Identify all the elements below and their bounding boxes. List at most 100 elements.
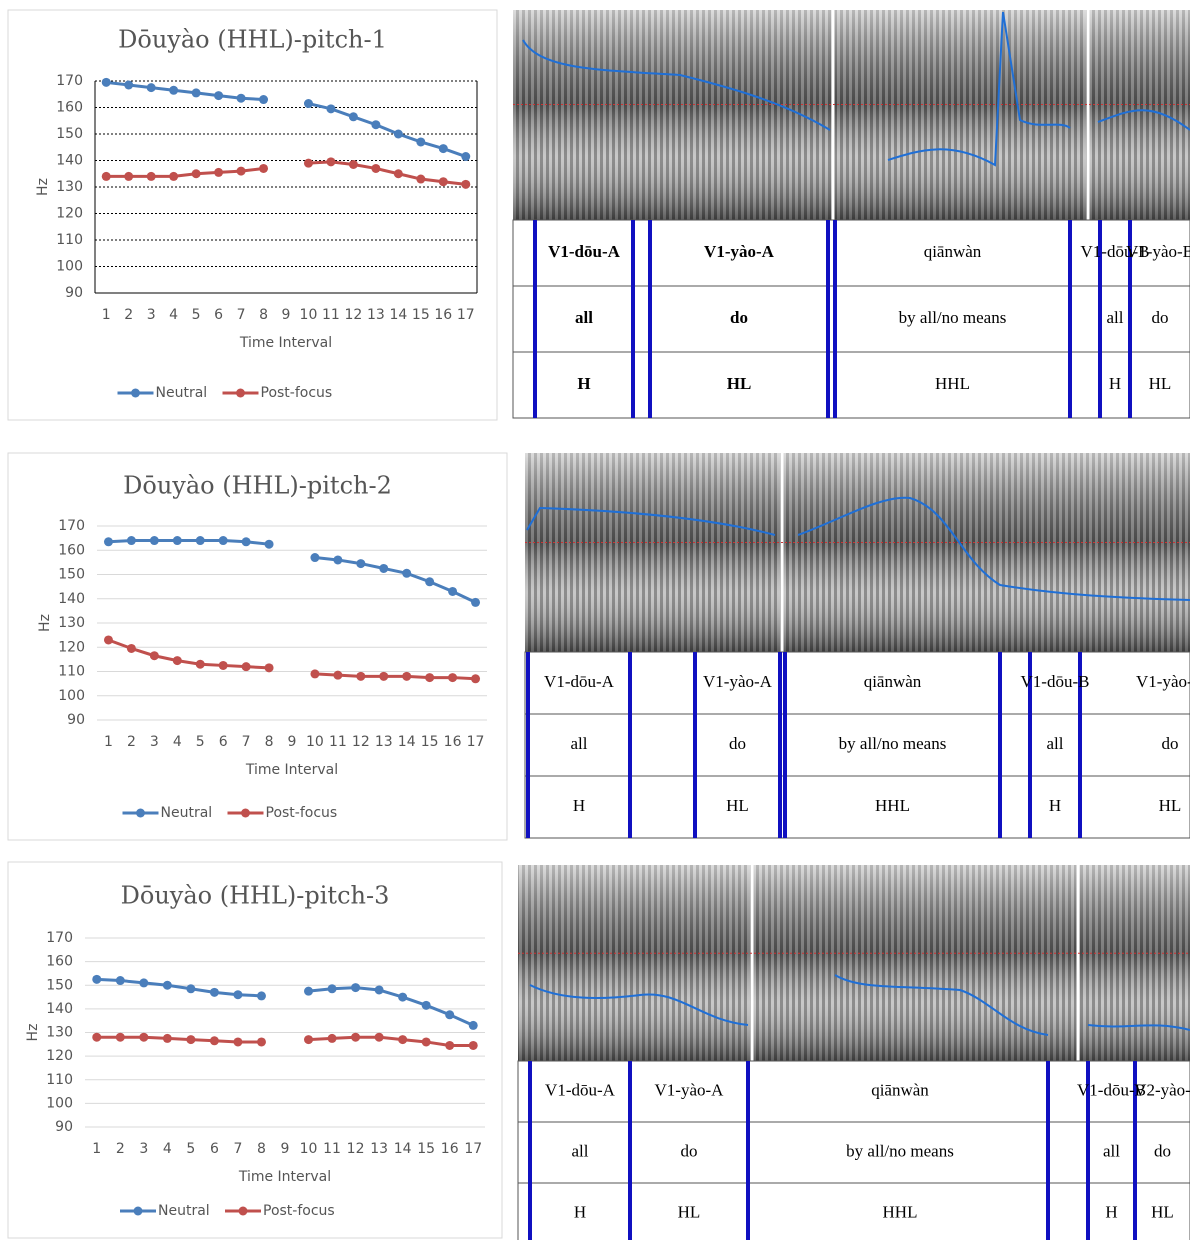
data-point — [471, 674, 480, 683]
x-tick-label: 13 — [367, 307, 385, 323]
data-point — [328, 1034, 337, 1043]
y-axis-label: Hz — [25, 1024, 41, 1042]
data-point — [371, 164, 380, 173]
data-point — [471, 598, 480, 607]
y-tick-label: 170 — [58, 518, 85, 534]
data-point — [422, 1001, 431, 1010]
data-point — [351, 1033, 360, 1042]
data-point — [124, 172, 133, 181]
tier-label: V1-yào-B — [1126, 242, 1190, 261]
data-point — [461, 152, 470, 161]
data-point — [186, 984, 195, 993]
data-point — [104, 537, 113, 546]
x-tick-label: 16 — [441, 1141, 459, 1157]
y-tick-label: 110 — [56, 232, 83, 248]
y-tick-label: 130 — [46, 1025, 73, 1041]
legend-label: Neutral — [161, 805, 213, 821]
x-tick-label: 14 — [389, 307, 407, 323]
x-tick-label: 1 — [104, 734, 113, 750]
x-tick-label: 10 — [300, 1141, 318, 1157]
data-point — [398, 993, 407, 1002]
data-point — [127, 644, 136, 653]
y-tick-label: 90 — [67, 712, 85, 728]
x-tick-label: 9 — [282, 307, 291, 323]
y-tick-label: 170 — [46, 930, 73, 946]
x-axis-label: Time Interval — [239, 335, 332, 351]
x-tick-label: 15 — [421, 734, 439, 750]
data-point — [163, 1034, 172, 1043]
legend-label: Post-focus — [266, 805, 338, 821]
x-tick-label: 11 — [322, 307, 340, 323]
x-tick-label: 13 — [370, 1141, 388, 1157]
x-tick-label: 17 — [464, 1141, 482, 1157]
y-tick-label: 130 — [56, 179, 83, 195]
x-tick-label: 5 — [186, 1141, 195, 1157]
data-point — [375, 1033, 384, 1042]
x-tick-label: 12 — [347, 1141, 365, 1157]
data-point — [356, 559, 365, 568]
data-point — [147, 83, 156, 92]
x-tick-label: 6 — [219, 734, 228, 750]
data-point — [265, 663, 274, 672]
data-point — [192, 169, 201, 178]
x-tick-label: 16 — [444, 734, 462, 750]
data-point — [356, 672, 365, 681]
legend-marker — [239, 1207, 248, 1216]
data-point — [173, 536, 182, 545]
data-point — [150, 651, 159, 660]
x-tick-label: 9 — [288, 734, 297, 750]
tier-label: do — [729, 734, 746, 753]
data-point — [379, 564, 388, 573]
tier-label: V1-yào-B — [1136, 672, 1190, 691]
data-point — [304, 1035, 313, 1044]
data-point — [304, 987, 313, 996]
tier-label: qiānwàn — [864, 672, 922, 691]
y-tick-label: 110 — [46, 1072, 73, 1088]
y-tick-label: 140 — [58, 591, 85, 607]
data-point — [394, 169, 403, 178]
y-axis-label: Hz — [37, 614, 53, 632]
data-point — [257, 991, 266, 1000]
data-point — [448, 587, 457, 596]
y-tick-label: 160 — [58, 542, 85, 558]
data-point — [169, 86, 178, 95]
y-tick-label: 100 — [56, 259, 83, 275]
data-point — [214, 168, 223, 177]
tier-label: all — [572, 1141, 589, 1160]
tier-label: all — [575, 308, 593, 327]
y-tick-label: 90 — [55, 1119, 73, 1135]
data-point — [422, 1037, 431, 1046]
x-tick-label: 17 — [467, 734, 485, 750]
x-tick-label: 3 — [147, 307, 156, 323]
data-point — [104, 635, 113, 644]
x-tick-label: 4 — [169, 307, 178, 323]
data-point — [304, 99, 313, 108]
data-point — [310, 553, 319, 562]
data-point — [326, 104, 335, 113]
tier-label: qiānwàn — [924, 242, 982, 261]
x-tick-label: 15 — [412, 307, 430, 323]
x-tick-label: 8 — [265, 734, 274, 750]
x-tick-label: 14 — [398, 734, 416, 750]
data-point — [233, 1037, 242, 1046]
tier-label: V2-yào- — [1134, 1080, 1190, 1099]
data-point — [379, 672, 388, 681]
data-point — [328, 984, 337, 993]
tier-label: V1-dōu-B — [1021, 672, 1090, 691]
tier-label: H — [1105, 1202, 1117, 1221]
data-point — [147, 172, 156, 181]
data-point — [439, 177, 448, 186]
tier-label: by all/no means — [846, 1141, 954, 1160]
data-point — [416, 137, 425, 146]
legend-marker — [241, 809, 250, 818]
x-tick-label: 11 — [323, 1141, 341, 1157]
x-tick-label: 4 — [173, 734, 182, 750]
data-point — [398, 1035, 407, 1044]
data-point — [310, 669, 319, 678]
x-tick-label: 8 — [259, 307, 268, 323]
data-point — [219, 536, 228, 545]
data-point — [139, 978, 148, 987]
x-tick-label: 3 — [150, 734, 159, 750]
x-tick-label: 12 — [352, 734, 370, 750]
data-point — [186, 1035, 195, 1044]
